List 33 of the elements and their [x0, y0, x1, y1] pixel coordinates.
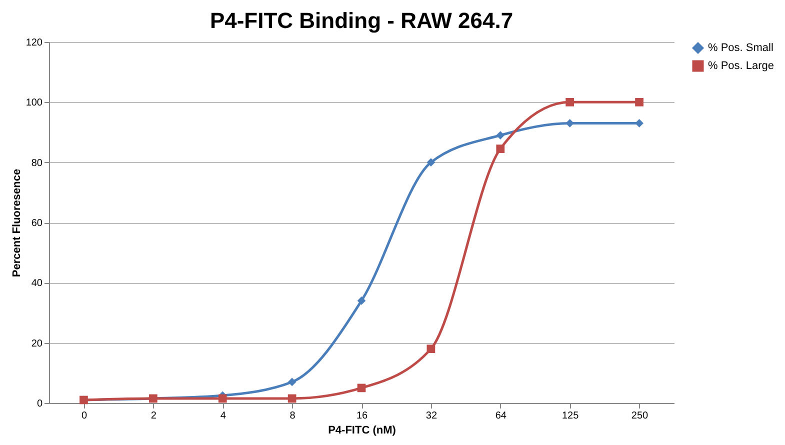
x-tick-label: 0: [81, 410, 88, 422]
y-tick-label: 120: [26, 38, 43, 48]
point: [426, 158, 436, 167]
x-tick-label: 16: [356, 410, 368, 422]
y-tick-label: 40: [31, 278, 43, 290]
point: [566, 98, 574, 106]
legend-label: % Pos. Large: [708, 60, 774, 72]
y-axis-title: Percent Fluoresence: [10, 168, 23, 278]
x-axis-title: P4-FITC (nM): [328, 424, 396, 436]
point: [496, 131, 505, 140]
legend-label: % Pos. Small: [708, 42, 774, 54]
x-tick-label: 32: [426, 410, 438, 422]
x-tick-label: 4: [220, 410, 226, 422]
x-tick-label: 125: [562, 410, 580, 422]
x-tick-label: 8: [290, 410, 296, 422]
x-tick-label: 2: [150, 410, 157, 422]
point: [218, 394, 227, 403]
point: [357, 384, 366, 392]
point: [426, 344, 436, 354]
point: [635, 98, 644, 106]
y-tick-label: 0: [36, 398, 43, 410]
y-tick-label: 100: [26, 98, 43, 109]
point: [635, 119, 644, 128]
point: [288, 378, 296, 386]
y-tick-label: 60: [31, 218, 43, 229]
y-tick-label: 80: [31, 158, 43, 169]
chart-title: P4-FITC Binding - RAW 264.7: [210, 8, 514, 33]
x-tick-label: 250: [631, 410, 649, 422]
y-tick-label: 20: [31, 338, 43, 350]
point: [357, 296, 366, 305]
point: [496, 144, 505, 153]
x-tick-label: 64: [495, 410, 507, 422]
point: [288, 394, 296, 403]
